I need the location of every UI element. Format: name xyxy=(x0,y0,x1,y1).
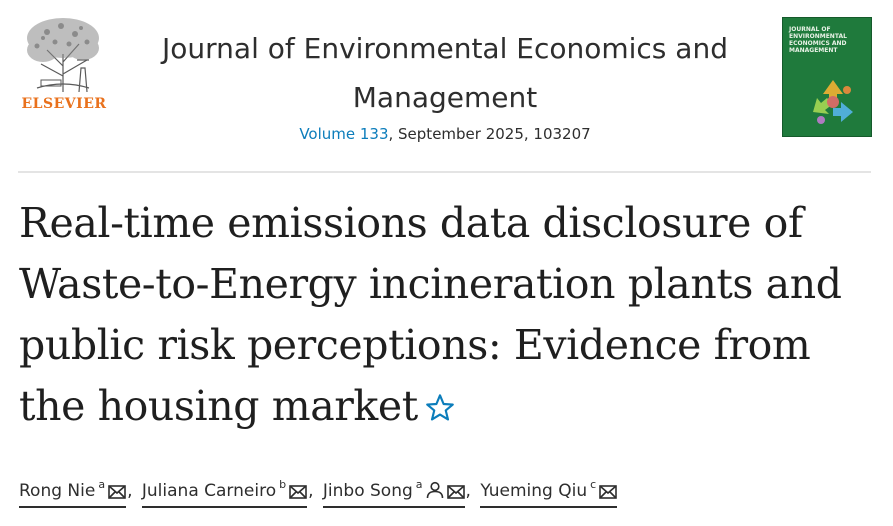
author-name: Rong Nie xyxy=(19,481,96,501)
affiliation-marker: a xyxy=(98,478,106,491)
elsevier-tree-logo[interactable] xyxy=(17,14,109,114)
cover-title: JOURNAL OF ENVIRONMENTAL ECONOMICS AND M… xyxy=(789,26,847,54)
affiliation-marker: a xyxy=(415,478,423,491)
volume-link[interactable]: Volume 133 xyxy=(299,125,389,143)
header-divider xyxy=(18,171,871,173)
author-link[interactable]: Jinbo Song a xyxy=(322,478,465,508)
journal-header: Journal of Environmental Economics and M… xyxy=(125,24,765,143)
envelope-icon[interactable] xyxy=(446,484,465,504)
article-title-text: Real-time emissions data disclosure of W… xyxy=(19,199,842,430)
issue-info: Volume 133, September 2025, 103207 xyxy=(125,125,765,143)
author-separator: , xyxy=(465,481,471,501)
author-name: Juliana Carneiro xyxy=(141,481,277,501)
author-link[interactable]: Rong Nie a xyxy=(19,478,127,508)
affiliation-marker: c xyxy=(590,478,597,491)
person-icon[interactable] xyxy=(426,481,444,504)
article-title: Real-time emissions data disclosure of W… xyxy=(19,193,879,441)
author-link[interactable]: Yueming Qiu c xyxy=(480,478,618,508)
author-separator: , xyxy=(308,481,314,501)
author-separator: , xyxy=(127,481,133,501)
author-name: Yueming Qiu xyxy=(480,481,588,501)
cover-recycle-graphic xyxy=(813,80,853,124)
author-name: Jinbo Song xyxy=(322,481,413,501)
affiliation-marker: b xyxy=(279,478,287,491)
star-outline-icon[interactable] xyxy=(424,380,456,441)
journal-cover-thumbnail[interactable]: JOURNAL OF ENVIRONMENTAL ECONOMICS AND M… xyxy=(782,17,872,137)
envelope-icon[interactable] xyxy=(599,484,618,504)
envelope-icon[interactable] xyxy=(108,484,126,504)
author-link[interactable]: Juliana Carneiro b xyxy=(141,478,308,508)
author-list: Rong Nie a, Juliana Carneiro b, Jinbo Song… xyxy=(19,478,879,508)
elsevier-wordmark: ELSEVIER xyxy=(21,96,107,112)
envelope-icon[interactable] xyxy=(289,484,307,504)
journal-title-link[interactable]: Journal of Environmental Economics and M… xyxy=(162,32,728,114)
issue-details: , September 2025, 103207 xyxy=(388,125,591,143)
